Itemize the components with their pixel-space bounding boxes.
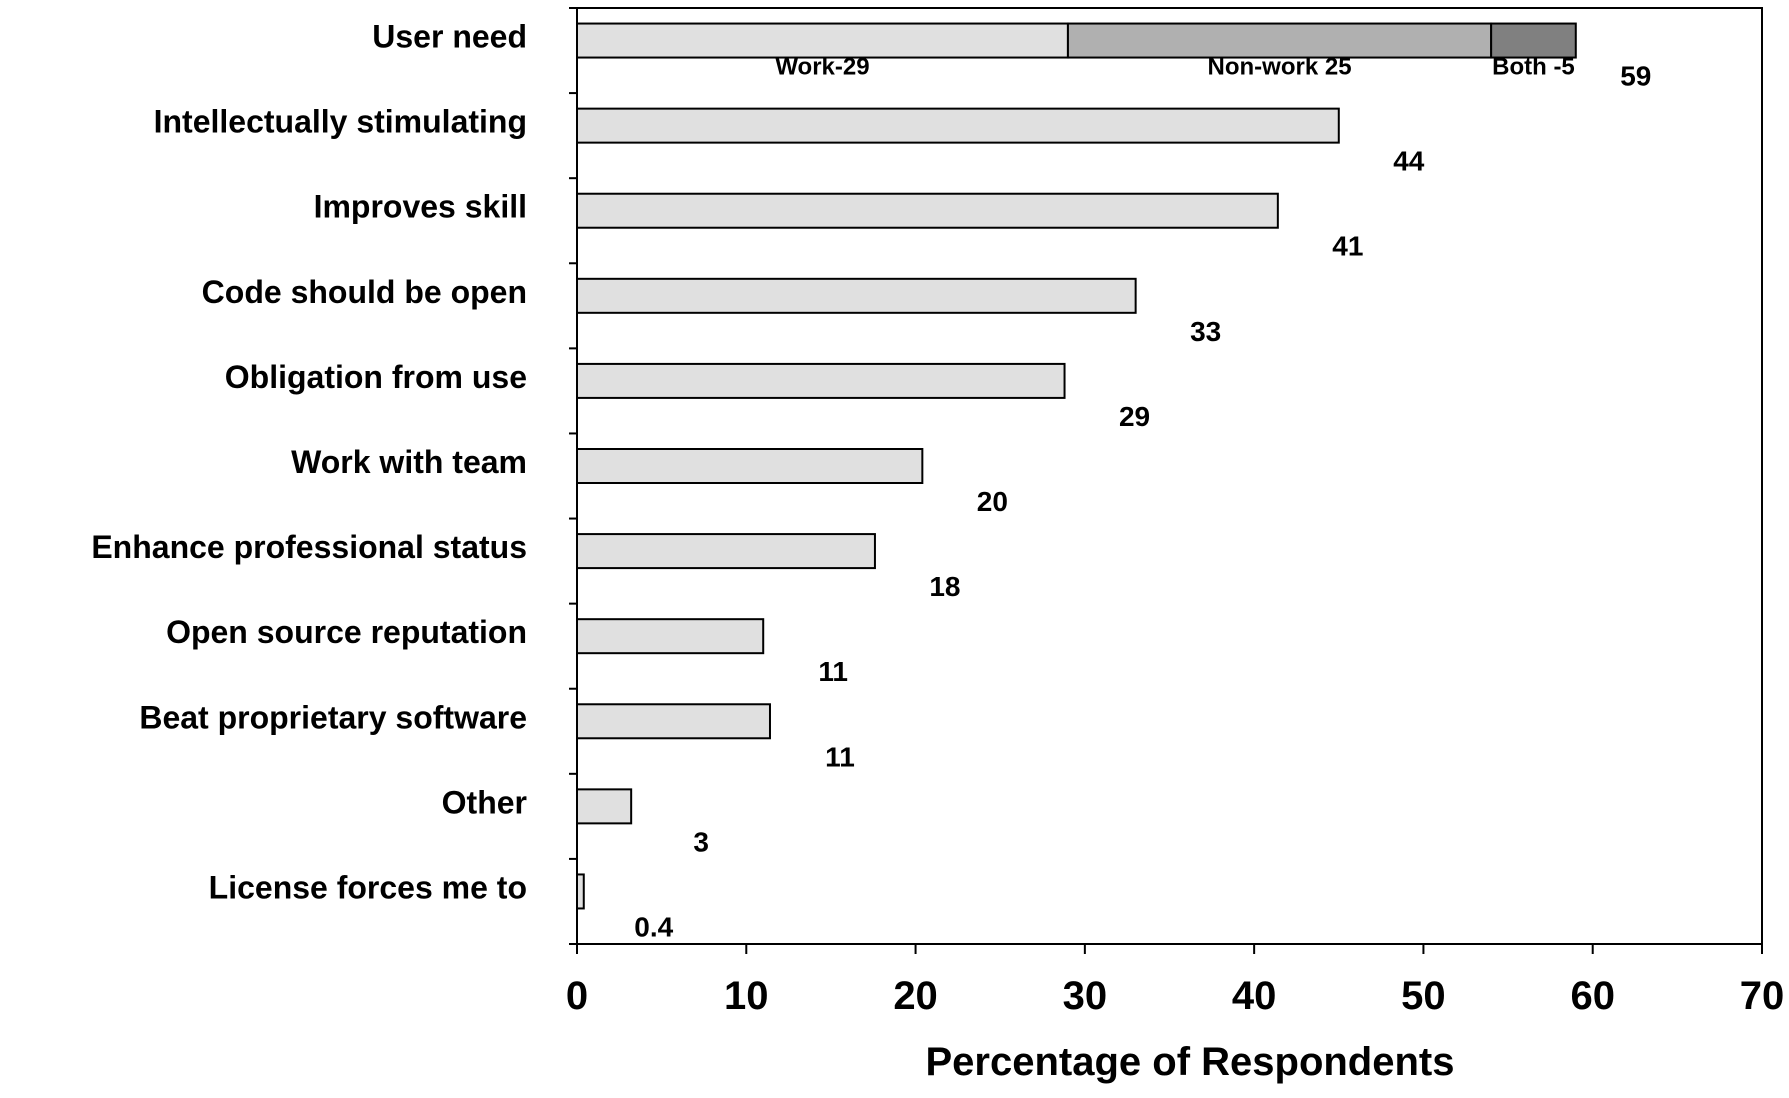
axis-layer: 0 10 20 30 40 50 60 70 [566, 7, 1785, 1018]
category-label: Intellectually stimulating [154, 104, 527, 140]
bar-segment [576, 22, 1069, 59]
value-label: 29 [1119, 401, 1150, 432]
x-tick-label: 20 [893, 974, 938, 1018]
bars-layer [576, 22, 1577, 910]
category-label: License forces me to [209, 869, 527, 905]
segment-label: Both -5 [1492, 54, 1575, 81]
labels-layer: User need Work-29 Non-work 25 Both -5 59 Inte… [91, 19, 1651, 943]
category-label: Enhance professional status [91, 529, 527, 565]
bar [576, 448, 924, 484]
x-tick-label: 40 [1232, 974, 1277, 1018]
value-label: 41 [1332, 231, 1363, 262]
category-label: Improves skill [314, 189, 527, 225]
value-label: 33 [1190, 316, 1221, 347]
value-label: 11 [818, 656, 848, 687]
value-label: 11 [825, 741, 855, 772]
segment-label: Work-29 [775, 54, 869, 81]
bar [576, 107, 1340, 144]
category-label: Obligation from use [225, 359, 527, 395]
value-label: 20 [977, 486, 1008, 517]
x-tick-label: 70 [1740, 974, 1785, 1018]
x-tick-label: 50 [1401, 974, 1446, 1018]
x-tick-label: 10 [724, 974, 769, 1018]
bar [576, 703, 771, 740]
bar [576, 533, 876, 570]
bar [576, 362, 1066, 399]
bar [576, 873, 585, 910]
bar [576, 192, 1279, 229]
category-label: User need [372, 19, 527, 55]
segment-label: Non-work 25 [1208, 54, 1352, 81]
plot-frame [576, 7, 1763, 945]
bar [576, 788, 633, 825]
category-label: Beat proprietary software [139, 699, 527, 735]
category-label: Other [442, 784, 527, 820]
category-label: Open source reputation [166, 614, 527, 650]
bar [576, 618, 765, 655]
bar-segment [1066, 22, 1493, 59]
bar-segment [1490, 22, 1577, 59]
x-axis-title: Percentage of Respondents [925, 1040, 1454, 1084]
value-label: 18 [929, 571, 960, 602]
bar [576, 277, 1137, 314]
x-tick-label: 0 [566, 974, 588, 1018]
value-label: 3 [693, 826, 709, 857]
value-label: 0.4 [634, 911, 673, 942]
x-tick-label: 60 [1570, 974, 1615, 1018]
x-tick-label: 30 [1063, 974, 1108, 1018]
category-label: Code should be open [202, 274, 527, 310]
value-label: 44 [1393, 146, 1425, 177]
value-label: 59 [1620, 61, 1651, 92]
category-label: Work with team [291, 444, 527, 480]
